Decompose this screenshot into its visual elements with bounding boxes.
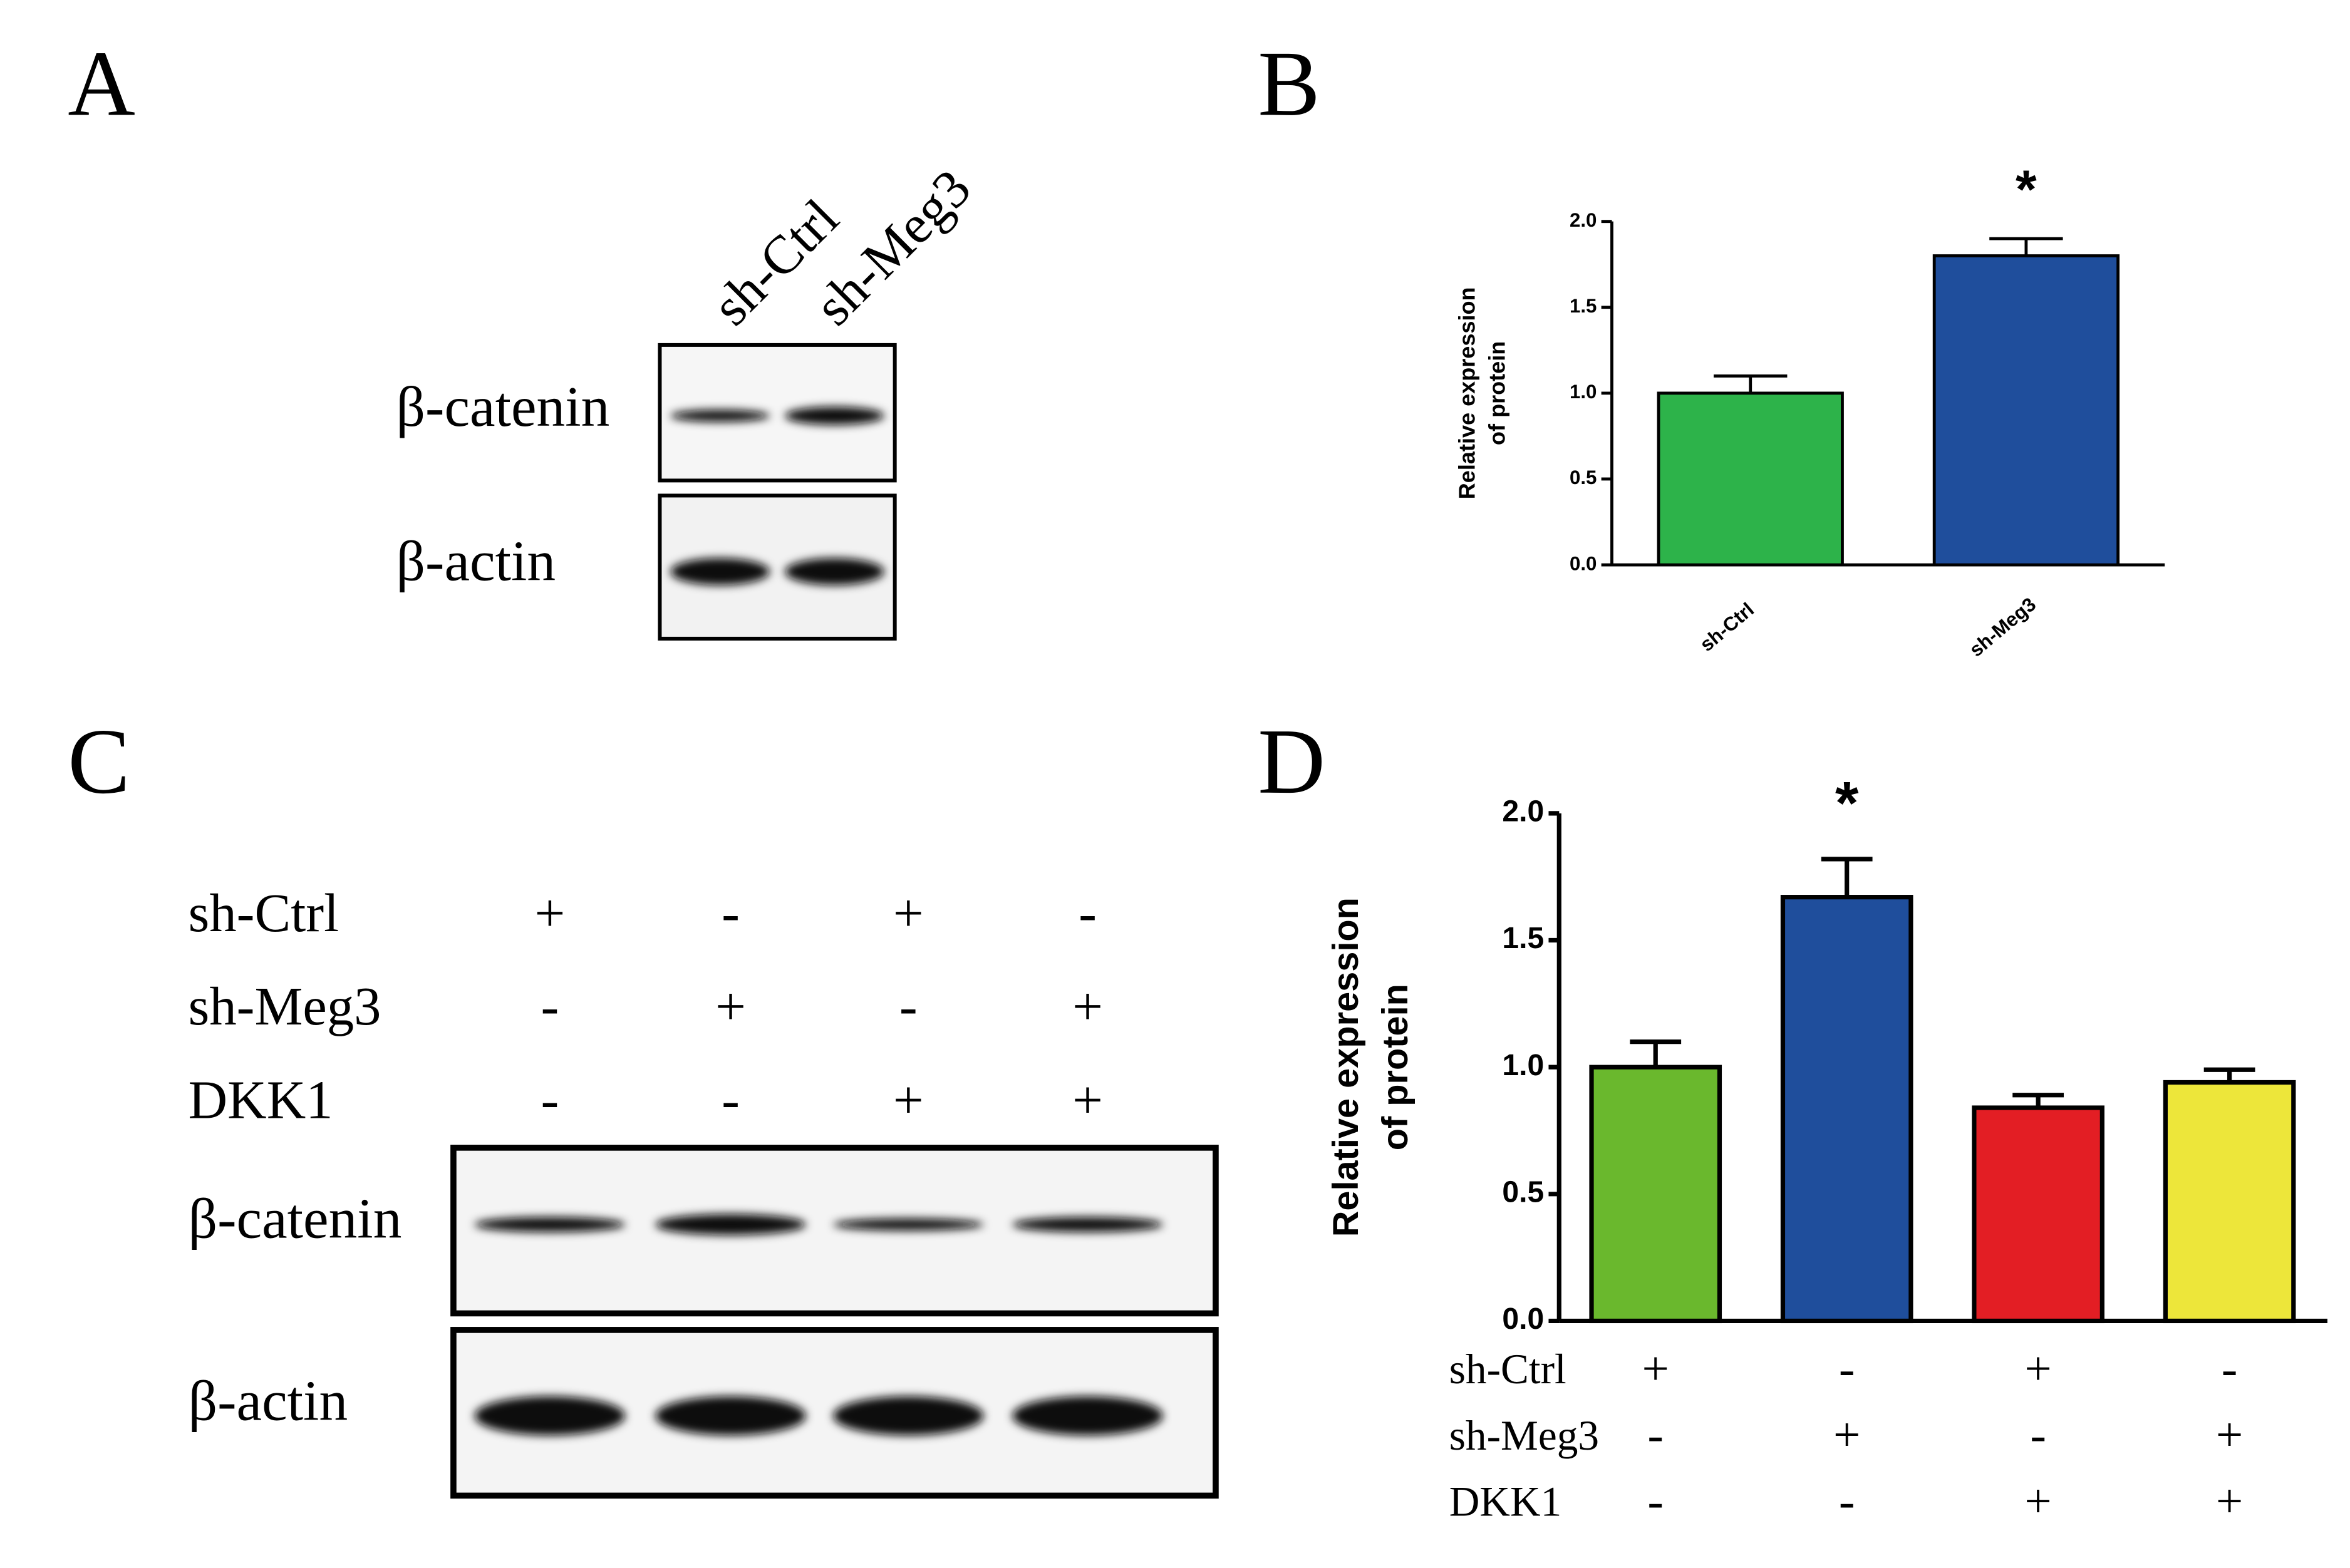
y-tick-label: 1.0 bbox=[1570, 381, 1597, 403]
condition-sign: + bbox=[893, 1070, 924, 1130]
band bbox=[1012, 1217, 1163, 1232]
condition-sign: + bbox=[2216, 1474, 2243, 1528]
band bbox=[474, 1217, 626, 1232]
band bbox=[474, 1396, 626, 1436]
condition-sign: + bbox=[1072, 1070, 1103, 1130]
condition-label: sh-Meg3 bbox=[189, 976, 381, 1036]
condition-sign: + bbox=[893, 883, 924, 943]
condition-sign: + bbox=[715, 976, 746, 1036]
band bbox=[655, 1214, 806, 1235]
significance-mark: * bbox=[1835, 770, 1859, 837]
condition-sign: + bbox=[2024, 1474, 2051, 1528]
y-tick-label: 1.0 bbox=[1502, 1048, 1544, 1082]
y-tick-label: 1.5 bbox=[1570, 295, 1597, 317]
y-tick-label: 0.5 bbox=[1502, 1175, 1544, 1209]
condition-sign: - bbox=[722, 883, 740, 943]
y-tick-label: 0.0 bbox=[1502, 1302, 1544, 1336]
bar bbox=[1780, 895, 1913, 1324]
condition-sign: - bbox=[1079, 883, 1097, 943]
significance-mark: * bbox=[2016, 160, 2037, 220]
panel-label: D bbox=[1258, 710, 1325, 813]
y-tick-label: 2.0 bbox=[1502, 795, 1544, 828]
condition-sign: - bbox=[2030, 1408, 2046, 1462]
bar bbox=[1657, 391, 1844, 567]
y-axis-label: of protein bbox=[1484, 341, 1510, 445]
row-label: β-catenin bbox=[396, 375, 610, 438]
condition-label: sh-Ctrl bbox=[1449, 1346, 1566, 1393]
row-label: β-catenin bbox=[189, 1187, 402, 1250]
condition-sign: + bbox=[1072, 976, 1103, 1036]
y-axis-label: Relative expression bbox=[1326, 897, 1366, 1237]
band bbox=[833, 1396, 984, 1436]
x-tick-label: sh-Ctrl bbox=[1695, 599, 1758, 656]
band bbox=[670, 558, 770, 585]
band bbox=[670, 410, 770, 422]
condition-sign: - bbox=[722, 1070, 740, 1130]
bar bbox=[2163, 1080, 2296, 1324]
condition-sign: - bbox=[541, 976, 559, 1036]
condition-label: DKK1 bbox=[1449, 1478, 1562, 1525]
condition-sign: - bbox=[1839, 1474, 1855, 1528]
panel-label: A bbox=[68, 32, 135, 135]
row-label: β-actin bbox=[396, 530, 556, 593]
y-tick-label: 0.0 bbox=[1570, 552, 1597, 574]
band bbox=[785, 406, 884, 425]
y-axis-label: of protein bbox=[1375, 984, 1416, 1150]
condition-sign: - bbox=[541, 1070, 559, 1130]
condition-sign: - bbox=[899, 976, 918, 1036]
condition-sign: - bbox=[2222, 1341, 2238, 1395]
condition-sign: + bbox=[1833, 1408, 1860, 1462]
condition-sign: + bbox=[1642, 1341, 1669, 1395]
bar bbox=[1932, 254, 2120, 567]
row-label: β-actin bbox=[189, 1369, 348, 1432]
condition-label: sh-Meg3 bbox=[1449, 1412, 1599, 1459]
condition-sign: + bbox=[2024, 1341, 2051, 1395]
y-axis-label: Relative expression bbox=[1454, 287, 1480, 499]
panel-label: C bbox=[68, 710, 130, 813]
x-tick-label: sh-Meg3 bbox=[1965, 593, 2041, 661]
condition-sign: - bbox=[1647, 1408, 1664, 1462]
condition-sign: + bbox=[2216, 1408, 2243, 1462]
y-tick-label: 1.5 bbox=[1502, 921, 1544, 955]
band bbox=[655, 1396, 806, 1436]
bar bbox=[1589, 1065, 1722, 1324]
y-tick-label: 0.5 bbox=[1570, 467, 1597, 488]
y-tick-label: 2.0 bbox=[1570, 209, 1597, 231]
condition-sign: - bbox=[1647, 1474, 1664, 1528]
panel-label: B bbox=[1258, 32, 1320, 135]
band bbox=[833, 1218, 984, 1231]
condition-sign: - bbox=[1839, 1341, 1855, 1395]
band bbox=[1012, 1396, 1163, 1436]
bar bbox=[1972, 1105, 2104, 1324]
band bbox=[785, 558, 884, 585]
condition-label: DKK1 bbox=[189, 1070, 333, 1130]
condition-label: sh-Ctrl bbox=[189, 883, 339, 943]
condition-sign: + bbox=[534, 883, 565, 943]
